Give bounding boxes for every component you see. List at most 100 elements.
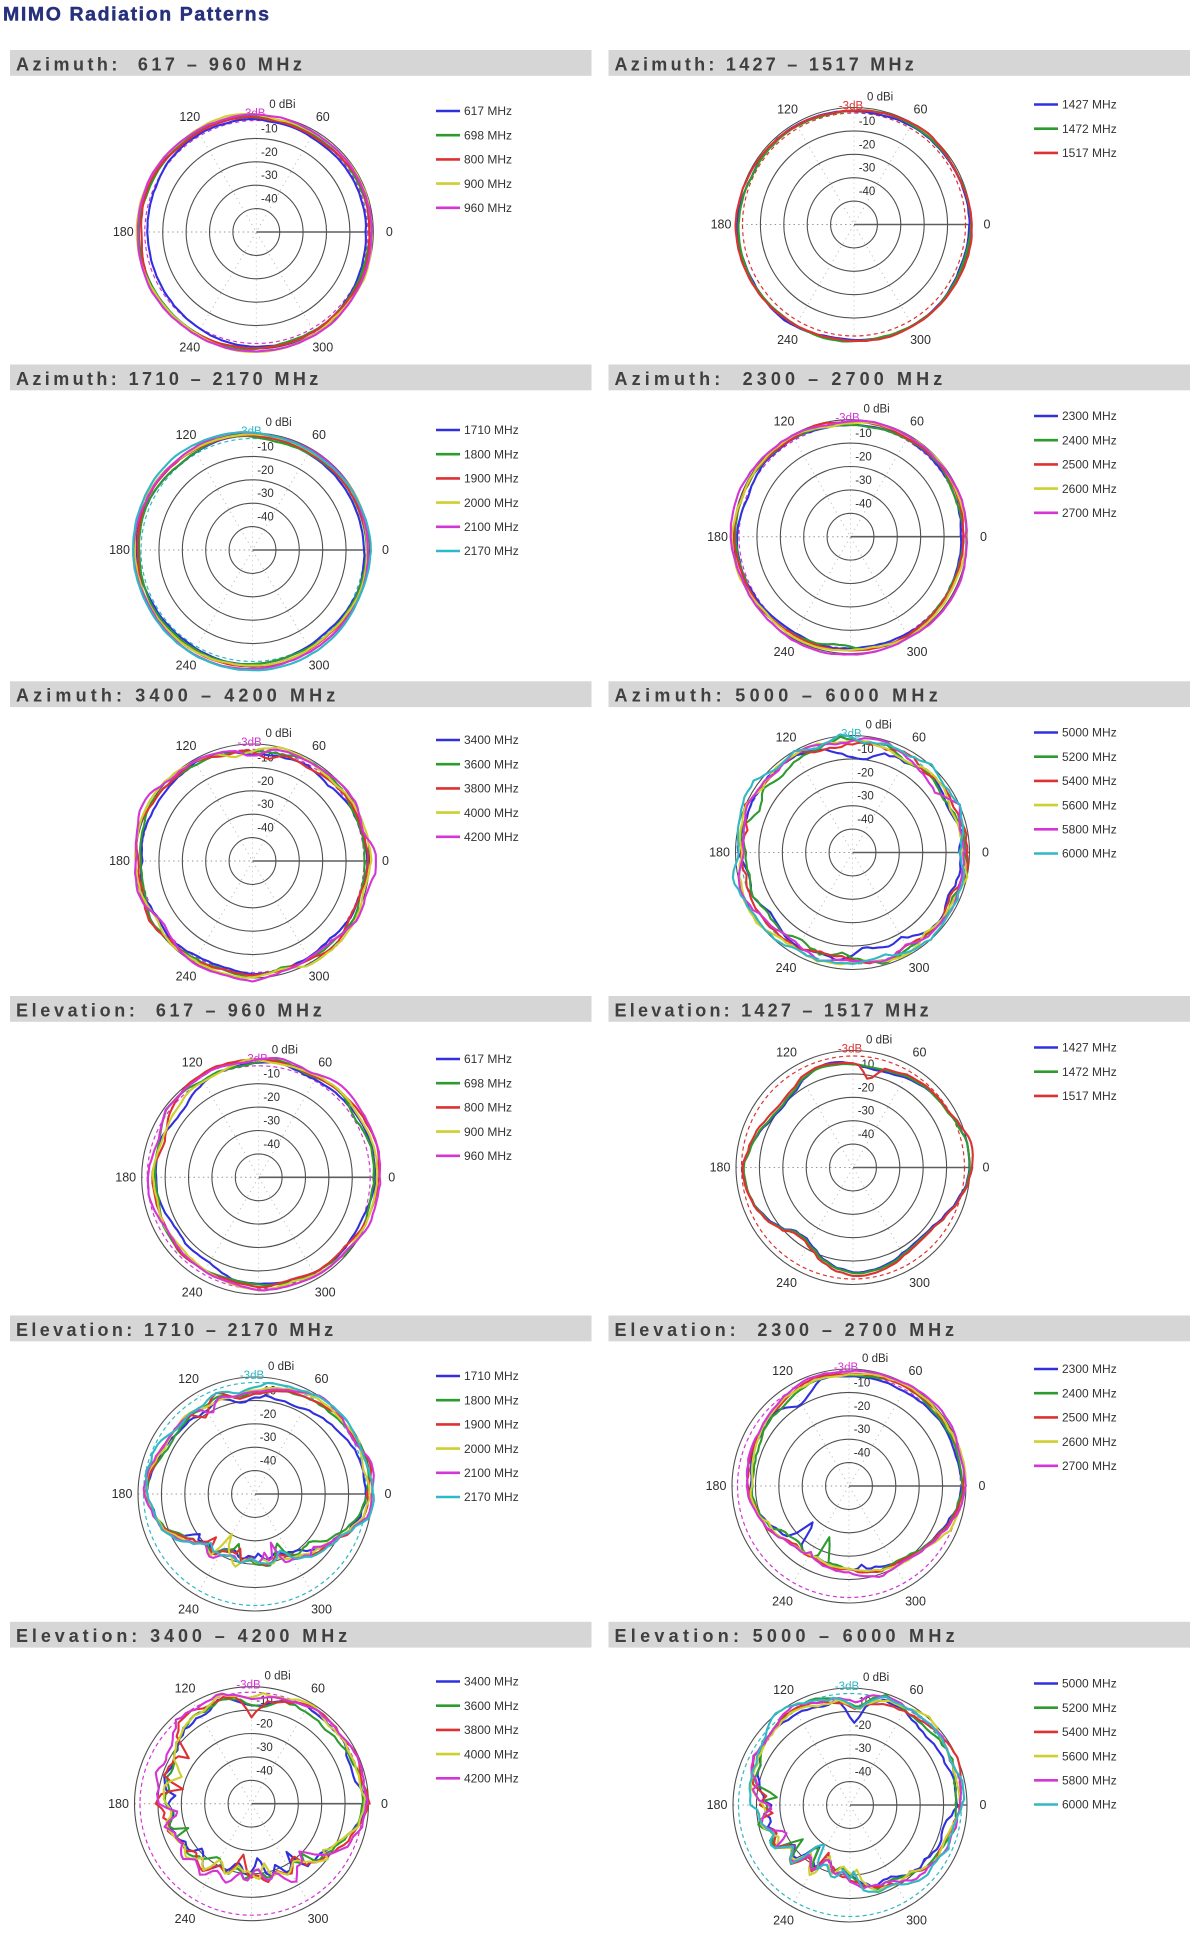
svg-text:Elevation: 3400 – 4200 MHz: Elevation: 3400 – 4200 MHz — [16, 1626, 351, 1646]
svg-text:60: 60 — [311, 1682, 325, 1696]
svg-text:120: 120 — [776, 1046, 797, 1060]
svg-text:300: 300 — [308, 1912, 329, 1926]
svg-text:617 MHz: 617 MHz — [464, 1052, 512, 1066]
svg-text:-20: -20 — [261, 147, 278, 159]
svg-text:-20: -20 — [257, 465, 274, 477]
svg-text:-40: -40 — [854, 1448, 871, 1460]
svg-text:180: 180 — [706, 1479, 727, 1493]
svg-text:-20: -20 — [855, 452, 872, 464]
svg-text:Azimuth: 2300 – 2700 MHz: Azimuth: 2300 – 2700 MHz — [615, 369, 947, 389]
svg-text:-30: -30 — [256, 1742, 273, 1754]
svg-text:0 dBi: 0 dBi — [863, 1672, 889, 1684]
svg-text:-10: -10 — [855, 428, 872, 440]
svg-text:6000 MHz: 6000 MHz — [1062, 847, 1117, 861]
svg-text:0: 0 — [386, 225, 393, 239]
svg-text:240: 240 — [176, 658, 197, 672]
svg-text:3600 MHz: 3600 MHz — [464, 1699, 519, 1713]
svg-text:60: 60 — [913, 1046, 927, 1060]
svg-text:60: 60 — [312, 428, 326, 442]
svg-text:2700 MHz: 2700 MHz — [1062, 1459, 1117, 1473]
svg-text:-40: -40 — [257, 512, 274, 524]
svg-text:-30: -30 — [263, 1116, 280, 1128]
svg-text:240: 240 — [772, 1594, 793, 1608]
svg-text:4200 MHz: 4200 MHz — [464, 830, 519, 844]
svg-text:-20: -20 — [256, 1719, 273, 1731]
svg-text:60: 60 — [316, 110, 330, 124]
svg-text:-20: -20 — [263, 1092, 280, 1104]
svg-text:120: 120 — [182, 1055, 203, 1069]
svg-text:Azimuth: 3400 – 4200 MHz: Azimuth: 3400 – 4200 MHz — [16, 686, 339, 706]
svg-text:0 dBi: 0 dBi — [266, 417, 292, 429]
svg-text:-3dB: -3dB — [236, 1680, 261, 1692]
svg-text:120: 120 — [774, 415, 795, 429]
svg-text:-30: -30 — [855, 475, 872, 487]
svg-text:698 MHz: 698 MHz — [464, 1076, 512, 1090]
svg-text:240: 240 — [175, 1912, 196, 1926]
svg-text:180: 180 — [709, 846, 730, 860]
svg-text:-30: -30 — [257, 799, 274, 811]
svg-text:2400 MHz: 2400 MHz — [1062, 433, 1117, 447]
svg-text:60: 60 — [318, 1055, 332, 1069]
svg-text:-3dB: -3dB — [838, 1044, 863, 1056]
svg-text:2300 MHz: 2300 MHz — [1062, 409, 1117, 423]
svg-text:-10: -10 — [857, 744, 874, 756]
svg-text:240: 240 — [182, 1286, 203, 1300]
svg-text:3800 MHz: 3800 MHz — [464, 1723, 519, 1737]
svg-text:300: 300 — [309, 969, 330, 983]
svg-text:300: 300 — [909, 1276, 930, 1290]
svg-text:2500 MHz: 2500 MHz — [1062, 1411, 1117, 1425]
svg-text:0: 0 — [984, 218, 991, 232]
svg-text:-40: -40 — [256, 1765, 273, 1777]
svg-text:2000 MHz: 2000 MHz — [464, 496, 519, 510]
svg-text:-10: -10 — [261, 123, 278, 135]
svg-text:180: 180 — [113, 225, 134, 239]
svg-text:1900 MHz: 1900 MHz — [464, 472, 519, 486]
svg-text:300: 300 — [907, 645, 928, 659]
svg-text:1472 MHz: 1472 MHz — [1062, 1065, 1117, 1079]
svg-text:1517 MHz: 1517 MHz — [1062, 1089, 1117, 1103]
svg-text:0 dBi: 0 dBi — [268, 1361, 294, 1373]
svg-text:240: 240 — [776, 961, 797, 975]
svg-text:180: 180 — [109, 543, 130, 557]
svg-text:0: 0 — [382, 543, 389, 557]
svg-text:300: 300 — [312, 340, 333, 354]
svg-text:0 dBi: 0 dBi — [272, 1044, 298, 1056]
svg-text:0: 0 — [385, 1487, 392, 1501]
svg-text:300: 300 — [906, 1913, 927, 1927]
svg-text:240: 240 — [774, 645, 795, 659]
svg-text:240: 240 — [777, 333, 798, 347]
svg-text:180: 180 — [707, 1798, 728, 1812]
svg-text:-20: -20 — [260, 1409, 277, 1421]
svg-text:Elevation: 5000 – 6000 MHz: Elevation: 5000 – 6000 MHz — [615, 1626, 959, 1646]
svg-text:120: 120 — [176, 739, 197, 753]
svg-text:-10: -10 — [257, 441, 274, 453]
svg-text:900 MHz: 900 MHz — [464, 177, 512, 191]
svg-text:3600 MHz: 3600 MHz — [464, 757, 519, 771]
svg-text:2600 MHz: 2600 MHz — [1062, 1435, 1117, 1449]
svg-text:300: 300 — [905, 1594, 926, 1608]
svg-text:960 MHz: 960 MHz — [464, 1149, 512, 1163]
svg-text:-40: -40 — [260, 1456, 277, 1468]
svg-text:300: 300 — [909, 961, 930, 975]
svg-text:60: 60 — [912, 731, 926, 745]
svg-text:Azimuth: 617 – 960 MHz: Azimuth: 617 – 960 MHz — [16, 54, 305, 74]
svg-text:-30: -30 — [857, 791, 874, 803]
svg-text:0 dBi: 0 dBi — [864, 404, 890, 416]
svg-text:240: 240 — [179, 340, 200, 354]
svg-text:2170 MHz: 2170 MHz — [464, 1490, 519, 1504]
svg-text:60: 60 — [909, 1364, 923, 1378]
svg-text:1800 MHz: 1800 MHz — [464, 447, 519, 461]
svg-text:240: 240 — [773, 1913, 794, 1927]
svg-text:Azimuth: 1710 – 2170 MHz: Azimuth: 1710 – 2170 MHz — [16, 369, 322, 389]
svg-text:5200 MHz: 5200 MHz — [1062, 1701, 1117, 1715]
svg-text:-30: -30 — [261, 170, 278, 182]
svg-text:0 dBi: 0 dBi — [269, 99, 295, 111]
svg-text:Elevation: 1710 – 2170 MHz: Elevation: 1710 – 2170 MHz — [16, 1320, 336, 1340]
svg-text:-40: -40 — [257, 823, 274, 835]
svg-text:1427 MHz: 1427 MHz — [1062, 98, 1117, 112]
svg-text:0: 0 — [388, 1171, 395, 1185]
svg-text:60: 60 — [312, 739, 326, 753]
svg-text:Elevation: 617 – 960 MHz: Elevation: 617 – 960 MHz — [16, 1000, 325, 1020]
svg-text:2100 MHz: 2100 MHz — [464, 520, 519, 534]
svg-text:240: 240 — [178, 1602, 199, 1616]
